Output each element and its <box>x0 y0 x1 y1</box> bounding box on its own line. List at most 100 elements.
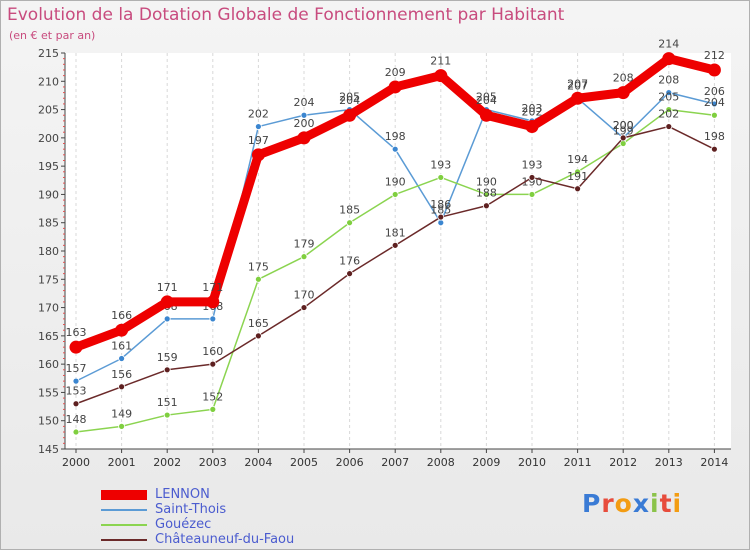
data-point <box>574 185 581 193</box>
data-point <box>662 52 676 66</box>
data-label: 176 <box>339 255 360 268</box>
data-label: 190 <box>476 175 497 188</box>
data-point <box>69 340 83 354</box>
data-point <box>711 145 718 153</box>
legend-item-saint-thois: Saint-Thois <box>101 502 294 517</box>
data-point <box>254 123 262 130</box>
legend-label: Gouézec <box>155 517 212 532</box>
x-tick-label: 2010 <box>518 456 546 469</box>
data-label: 179 <box>294 238 315 251</box>
data-point <box>616 86 630 100</box>
data-label: 188 <box>476 187 497 200</box>
y-tick-label: 215 <box>38 47 59 60</box>
data-point <box>619 140 627 147</box>
x-tick-label: 2012 <box>609 456 637 469</box>
data-label: 161 <box>111 339 132 352</box>
x-tick-label: 2004 <box>244 456 272 469</box>
chart-subtitle: (en € et par an) <box>9 29 96 42</box>
data-label: 151 <box>157 396 178 409</box>
data-point <box>707 63 721 77</box>
data-point <box>300 253 308 261</box>
data-label: 190 <box>385 175 406 188</box>
y-tick-label: 165 <box>38 330 59 343</box>
data-point <box>209 405 217 413</box>
plot-area <box>65 53 731 449</box>
data-point <box>711 111 718 119</box>
data-label: 156 <box>111 368 132 381</box>
data-point <box>479 108 493 122</box>
data-label: 200 <box>613 119 634 132</box>
data-point <box>665 89 673 96</box>
x-tick-label: 2000 <box>62 456 90 469</box>
data-point <box>619 134 627 142</box>
data-point <box>437 219 445 227</box>
chart-title: Evolution de la Dotation Globale de Fonc… <box>7 5 565 25</box>
data-label: 198 <box>385 130 406 143</box>
data-point <box>437 174 445 181</box>
data-label: 197 <box>248 134 269 147</box>
data-point <box>482 202 490 210</box>
data-point <box>482 191 490 198</box>
x-tick-label: 2001 <box>108 456 136 469</box>
data-label: 206 <box>704 85 725 98</box>
x-tick-label: 2006 <box>336 456 364 469</box>
data-point <box>346 219 354 227</box>
x-tick-label: 2014 <box>700 456 728 469</box>
data-point <box>72 377 80 385</box>
y-tick-label: 180 <box>38 245 59 258</box>
legend-item-lennon: LENNON <box>101 487 294 502</box>
data-label: 163 <box>66 326 87 339</box>
data-point <box>574 168 581 176</box>
data-label: 202 <box>248 108 269 121</box>
y-tick-label: 185 <box>38 217 59 230</box>
data-point <box>163 411 171 419</box>
data-label: 204 <box>294 96 315 109</box>
data-point <box>391 145 399 153</box>
data-label: 171 <box>202 281 223 294</box>
data-label: 207 <box>567 77 588 90</box>
legend-swatch-saint-thois <box>101 508 147 511</box>
x-tick-label: 2005 <box>290 456 318 469</box>
data-label: 148 <box>66 413 87 426</box>
data-point <box>254 332 262 340</box>
data-label: 193 <box>522 158 543 171</box>
x-tick-label: 2013 <box>655 456 683 469</box>
y-tick-label: 155 <box>38 386 59 399</box>
data-point <box>300 304 308 311</box>
y-tick-label: 200 <box>38 132 59 145</box>
legend-swatch-gouezec <box>101 523 147 526</box>
y-tick-label: 160 <box>38 358 59 371</box>
data-label: 208 <box>613 72 634 85</box>
data-point <box>300 111 308 119</box>
data-point <box>665 106 673 113</box>
data-label: 209 <box>385 66 406 79</box>
data-label: 200 <box>294 117 315 130</box>
data-label: 204 <box>704 96 725 109</box>
data-label: 205 <box>339 91 360 104</box>
data-point <box>115 323 129 337</box>
x-tick-label: 2011 <box>564 456 592 469</box>
data-label: 149 <box>111 407 132 420</box>
data-point <box>163 315 171 323</box>
data-label: 208 <box>658 74 679 87</box>
legend-label: Saint-Thois <box>155 502 227 517</box>
data-point <box>206 295 220 309</box>
data-label: 185 <box>339 204 360 217</box>
data-point <box>528 191 536 198</box>
data-label: 181 <box>385 226 406 239</box>
data-label: 205 <box>658 91 679 104</box>
data-label: 198 <box>704 130 725 143</box>
data-point <box>118 422 125 430</box>
data-label: 193 <box>430 158 451 171</box>
x-tick-label: 2008 <box>427 456 455 469</box>
data-point <box>72 400 80 408</box>
legend-item-gouezec: Gouézec <box>101 517 294 532</box>
data-label: 186 <box>430 198 451 211</box>
y-tick-label: 145 <box>38 443 59 456</box>
data-label: 211 <box>430 55 451 68</box>
data-point <box>711 100 718 108</box>
data-label: 204 <box>476 94 497 107</box>
data-label: 205 <box>476 91 497 104</box>
legend-label: Châteauneuf-du-Faou <box>155 532 295 547</box>
data-label: 160 <box>202 345 223 358</box>
